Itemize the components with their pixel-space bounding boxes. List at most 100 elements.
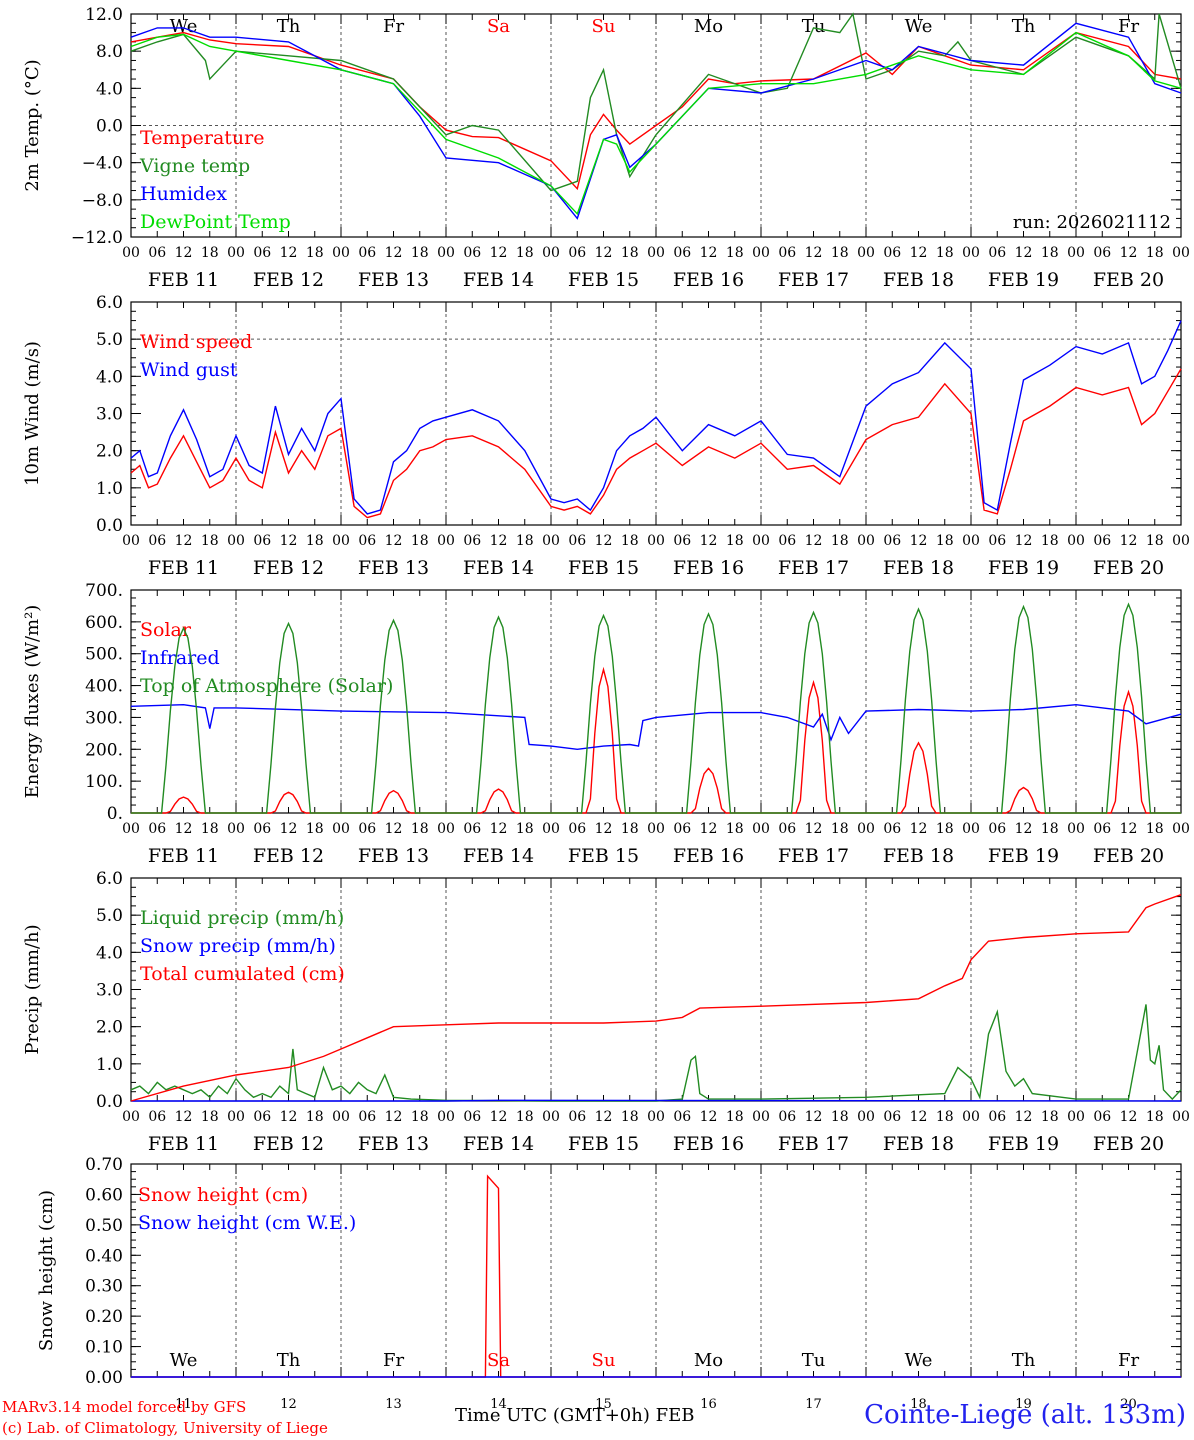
- x-hour-label: 00: [962, 533, 980, 549]
- x-hour-label: 00: [752, 533, 770, 549]
- weekday-label: Tu: [802, 16, 826, 37]
- x-hour-label: 06: [778, 533, 796, 549]
- x-hour-label: 00: [437, 1109, 455, 1125]
- x-hour-label: 00: [857, 533, 875, 549]
- x-hour-label: 06: [148, 245, 166, 261]
- x-hour-label: 06: [568, 821, 586, 837]
- y-tick-label: 3.0: [96, 981, 123, 1001]
- x-hour-label: 12: [910, 821, 928, 837]
- series-line-liquid-precip-mm-h-: [130, 1004, 1182, 1102]
- y-tick-label: 0.10: [85, 1338, 123, 1358]
- weekday-label: Th: [277, 16, 301, 37]
- x-hour-label: 00: [857, 245, 875, 261]
- x-hour-label: 18: [831, 245, 849, 261]
- x-hour-label: 18: [1146, 245, 1164, 261]
- y-tick-label: 5.0: [96, 330, 123, 350]
- x-hour-label: 00: [542, 1109, 560, 1125]
- y-tick-label: 200.: [85, 740, 123, 760]
- x-hour-label: 18: [516, 533, 534, 549]
- x-hour-label: 00: [332, 533, 350, 549]
- x-hour-label: 18: [726, 821, 744, 837]
- x-hour-label: 12: [280, 533, 298, 549]
- x-hour-label: 18: [726, 1109, 744, 1125]
- x-hour-label: 00: [542, 821, 560, 837]
- series-line-top-of-atmosphere-solar-: [131, 602, 1181, 814]
- legend-entry: Snow height (cm W.E.): [138, 1212, 356, 1234]
- x-hour-label: 00: [1067, 533, 1085, 549]
- x-hour-label: 18: [516, 245, 534, 261]
- x-hour-label: 00: [962, 821, 980, 837]
- x-hour-label: 06: [148, 821, 166, 837]
- legend-entry: Liquid precip (mm/h): [140, 907, 344, 929]
- x-date-label: FEB 19: [988, 1133, 1059, 1155]
- legend-entry: Solar: [140, 619, 192, 641]
- x-date-label: FEB 14: [463, 269, 534, 291]
- y-tick-label: 2.0: [96, 1018, 123, 1038]
- x-hour-label: 18: [621, 245, 639, 261]
- x-hour-label: 12: [175, 245, 193, 261]
- x-hour-label: 06: [1093, 1109, 1111, 1125]
- x-hour-label: 06: [148, 533, 166, 549]
- x-hour-label: 18: [936, 533, 954, 549]
- x-hour-label: 06: [988, 1109, 1006, 1125]
- x-hour-label: 00: [1172, 1109, 1190, 1125]
- y-tick-label: 0.30: [85, 1277, 123, 1297]
- x-hour-label: 06: [358, 1109, 376, 1125]
- x-date-label: FEB 11: [148, 845, 219, 867]
- x-day-number: 12: [280, 1397, 297, 1412]
- x-date-label: FEB 13: [358, 269, 429, 291]
- x-date-label: FEB 13: [358, 845, 429, 867]
- y-axis-label: 2m Temp. (°C): [22, 59, 43, 191]
- x-hour-label: 12: [175, 533, 193, 549]
- x-hour-label: 12: [1120, 1109, 1138, 1125]
- y-tick-label: 6.0: [96, 869, 123, 889]
- x-hour-label: 06: [883, 533, 901, 549]
- x-date-label: FEB 15: [568, 1133, 639, 1155]
- x-date-label: FEB 20: [1093, 845, 1164, 867]
- y-tick-label: 12.0: [85, 5, 123, 25]
- x-date-label: FEB 11: [148, 557, 219, 579]
- x-hour-label: 06: [883, 821, 901, 837]
- x-hour-label: 06: [1093, 821, 1111, 837]
- x-date-label: FEB 12: [253, 557, 324, 579]
- weekday-label: Th: [1012, 16, 1036, 37]
- x-hour-label: 00: [647, 1109, 665, 1125]
- x-hour-label: 18: [1041, 821, 1059, 837]
- y-tick-label: 0.0: [96, 1092, 123, 1112]
- x-hour-label: 18: [1146, 821, 1164, 837]
- x-hour-label: 18: [726, 245, 744, 261]
- y-tick-label: 4.0: [96, 79, 123, 99]
- x-hour-label: 00: [1067, 821, 1085, 837]
- y-tick-label: 500.: [85, 645, 123, 665]
- legend-entry: Snow precip (mm/h): [140, 935, 336, 957]
- x-hour-label: 06: [778, 245, 796, 261]
- x-date-label: FEB 15: [568, 845, 639, 867]
- x-hour-label: 18: [936, 821, 954, 837]
- x-hour-label: 06: [883, 1109, 901, 1125]
- x-hour-label: 00: [437, 245, 455, 261]
- x-hour-label: 06: [253, 245, 271, 261]
- x-hour-label: 00: [542, 245, 560, 261]
- weekday-label: Sa: [487, 1350, 510, 1371]
- x-hour-label: 12: [385, 533, 403, 549]
- x-hour-label: 12: [700, 821, 718, 837]
- y-tick-label: 0.: [107, 804, 123, 824]
- x-hour-label: 12: [490, 1109, 508, 1125]
- x-hour-label: 12: [490, 533, 508, 549]
- x-hour-label: 06: [1093, 533, 1111, 549]
- weekday-label: Th: [277, 1350, 301, 1371]
- x-hour-label: 06: [253, 1109, 271, 1125]
- x-hour-label: 06: [673, 245, 691, 261]
- x-date-label: FEB 18: [883, 1133, 954, 1155]
- x-hour-label: 18: [411, 533, 429, 549]
- weekday-label: Su: [592, 1350, 616, 1371]
- weekday-label: Sa: [487, 16, 510, 37]
- x-hour-label: 06: [673, 1109, 691, 1125]
- x-hour-label: 06: [988, 821, 1006, 837]
- x-hour-label: 06: [988, 245, 1006, 261]
- x-hour-label: 00: [227, 533, 245, 549]
- x-hour-label: 12: [1015, 1109, 1033, 1125]
- plot-frame-wind: [130, 301, 1182, 526]
- x-hour-label: 00: [122, 821, 140, 837]
- y-tick-label: 8.0: [96, 42, 123, 62]
